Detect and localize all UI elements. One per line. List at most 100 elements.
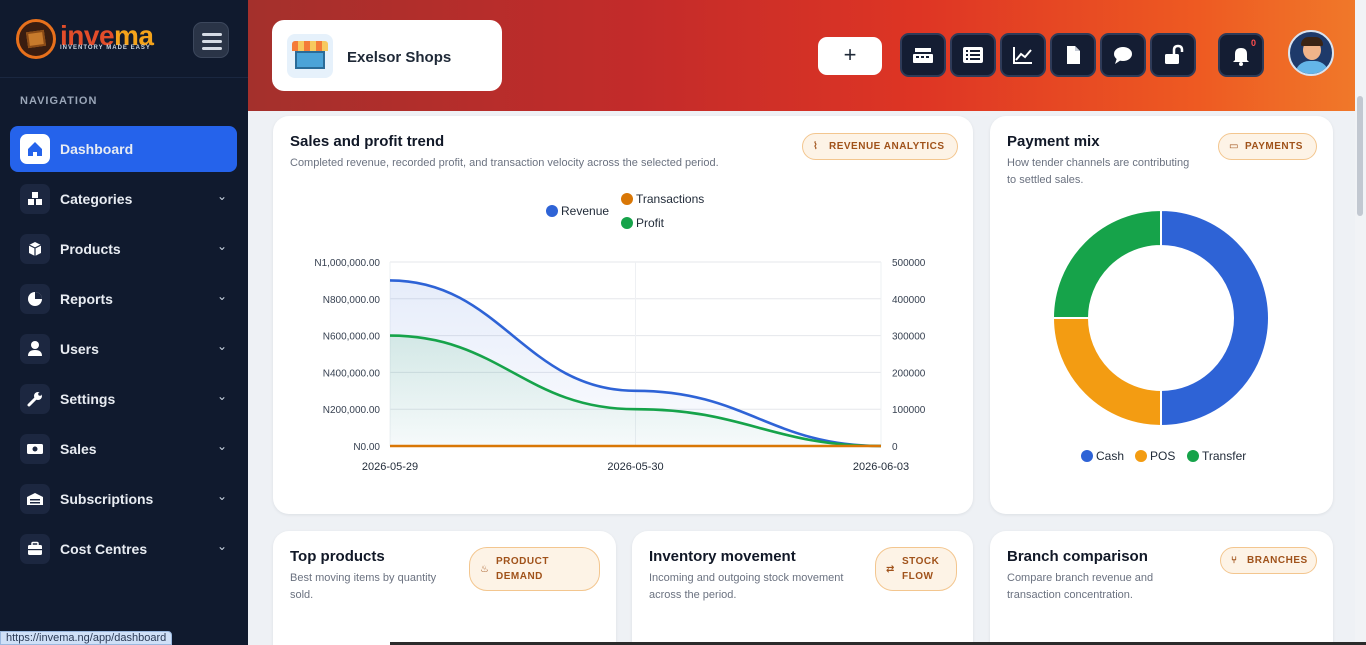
line-chart-icon (1013, 47, 1032, 64)
card-subtitle: How tender channels are contributing to s… (1007, 157, 1190, 186)
card-title: Top products (290, 548, 385, 565)
scrollbar-thumb[interactable] (1357, 96, 1363, 216)
stock-flow-badge[interactable]: ⇄ STOCK FLOW (875, 547, 957, 591)
add-button[interactable]: + (818, 37, 882, 75)
legend-swatch (1187, 450, 1199, 462)
home-icon (20, 134, 50, 164)
y-left-tick-label: N200,000.00 (323, 405, 381, 416)
payment-mix-card: Payment mix How tender channels are cont… (990, 116, 1333, 514)
series-area-profit (390, 335, 881, 446)
chevron-down-icon: ⌄ (216, 189, 227, 203)
list-icon (963, 47, 983, 63)
legend-label[interactable]: Profit (636, 216, 665, 230)
notifications-button[interactable]: 0 (1218, 33, 1264, 77)
sidebar-item-users[interactable]: Users ⌄ (10, 326, 237, 372)
sidebar-item-settings[interactable]: Settings ⌄ (10, 376, 237, 422)
sidebar-item-categories[interactable]: Categories ⌄ (10, 176, 237, 222)
sidebar-item-label: Products (60, 241, 121, 257)
legend-label[interactable]: POS (1150, 449, 1175, 463)
legend-label[interactable]: Revenue (561, 204, 609, 218)
messages-button[interactable] (1100, 33, 1146, 77)
logo-icon (16, 19, 56, 59)
card-subtitle: Completed revenue, recorded profit, and … (290, 157, 719, 169)
credit-card-icon: ▭ (1229, 141, 1239, 152)
branch-comparison-card: Branch comparison Compare branch revenue… (990, 531, 1333, 645)
chevron-down-icon: ⌄ (216, 339, 227, 353)
documents-button[interactable] (1050, 33, 1096, 77)
donut-slice-pos[interactable] (1051, 317, 1162, 428)
donut-slice-transfer[interactable] (1051, 208, 1162, 319)
chevron-down-icon: ⌄ (216, 239, 227, 253)
product-demand-badge[interactable]: ♨ PRODUCT DEMAND (469, 547, 600, 591)
sidebar-item-sales[interactable]: Sales ⌄ (10, 426, 237, 472)
nav-section-title: NAVIGATION (20, 95, 98, 107)
sidebar-item-products[interactable]: Products ⌄ (10, 226, 237, 272)
revenue-analytics-badge[interactable]: ⌇ REVENUE ANALYTICS (802, 133, 958, 160)
bell-icon (1233, 48, 1249, 66)
x-tick-label: 2026-06-03 (853, 461, 909, 473)
donut-slice-cash[interactable] (1160, 208, 1270, 428)
logo-text[interactable]: invema (60, 20, 154, 51)
sidebar-item-cost-centres[interactable]: Cost Centres ⌄ (10, 526, 237, 572)
user-icon (20, 334, 50, 364)
x-tick-label: 2026-05-30 (607, 461, 663, 473)
y-right-tick-label: 400000 (892, 295, 926, 306)
y-right-tick-label: 100000 (892, 405, 926, 416)
chevron-down-icon: ⌄ (216, 439, 227, 453)
pulse-icon: ⌇ (813, 141, 819, 152)
link-status-bar: https://invema.ng/app/dashboard (0, 631, 173, 645)
fire-icon: ♨ (480, 564, 490, 575)
pie-chart-icon (20, 284, 50, 314)
exchange-icon: ⇄ (886, 564, 895, 575)
shop-selector[interactable]: Exelsor Shops (272, 20, 502, 91)
series-line-profit[interactable] (389, 334, 882, 448)
sidebar-item-subscriptions[interactable]: Subscriptions ⌄ (10, 476, 237, 522)
legend-label[interactable]: Transfer (1202, 449, 1246, 463)
y-left-tick-label: N800,000.00 (323, 295, 381, 306)
sidebar-item-label: Reports (60, 291, 113, 307)
card-subtitle: Compare branch revenue and transaction co… (1007, 572, 1154, 601)
lock-button[interactable] (1150, 33, 1196, 77)
avatar[interactable] (1288, 30, 1334, 76)
card-title: Sales and profit trend (290, 133, 445, 150)
branches-badge[interactable]: ⑂ BRANCHES (1220, 547, 1317, 574)
chevron-down-icon: ⌄ (216, 389, 227, 403)
analytics-button[interactable] (1000, 33, 1046, 77)
payments-badge[interactable]: ▭ PAYMENTS (1218, 133, 1317, 160)
unlock-icon (1165, 44, 1184, 64)
sidebar: invema INVENTORY MADE EASY NAVIGATION Da… (0, 0, 248, 645)
legend-label[interactable]: Transactions (636, 192, 704, 206)
sidebar-item-label: Settings (60, 391, 116, 407)
divider (390, 642, 1366, 645)
series-line-revenue[interactable] (389, 279, 882, 448)
sidebar-item-label: Subscriptions (60, 491, 154, 507)
y-left-tick-label: N600,000.00 (323, 332, 381, 343)
chevron-down-icon: ⌄ (216, 489, 227, 503)
card-subtitle: Best moving items by quantity sold. (290, 572, 437, 601)
legend-label[interactable]: Cash (1096, 449, 1124, 463)
sidebar-item-dashboard[interactable]: Dashboard (10, 126, 237, 172)
top-products-card: Top products Best moving items by quanti… (273, 531, 616, 645)
sales-trend-chart: N0.00 0 N200,000.00 100000 N400,000.00 200000… (314, 192, 926, 473)
shop-name: Exelsor Shops (347, 49, 452, 66)
page-scrollbar[interactable] (1355, 0, 1366, 645)
cash-register-button[interactable] (900, 33, 946, 77)
card-title: Branch comparison (1007, 548, 1148, 565)
cash-register-icon (913, 48, 933, 63)
card-title: Inventory movement (649, 548, 796, 565)
code-branch-icon: ⑂ (1231, 555, 1238, 566)
inventory-movement-card: Inventory movement Incoming and outgoing… (632, 531, 973, 645)
payment-mix-chart: Cash POS Transfer (1051, 208, 1270, 463)
chevron-down-icon: ⌄ (216, 289, 227, 303)
card-subtitle: Incoming and outgoing stock movement acro… (649, 572, 844, 601)
sidebar-item-label: Cost Centres (60, 541, 148, 557)
money-icon (20, 434, 50, 464)
sales-trend-card: Sales and profit trend Completed revenue… (273, 116, 973, 514)
sidebar-item-label: Users (60, 341, 99, 357)
sidebar-item-reports[interactable]: Reports ⌄ (10, 276, 237, 322)
card-title: Payment mix (1007, 133, 1100, 150)
menu-toggle-button[interactable] (193, 22, 229, 58)
sidebar-item-label: Sales (60, 441, 97, 457)
list-button[interactable] (950, 33, 996, 77)
chevron-down-icon: ⌄ (216, 539, 227, 553)
